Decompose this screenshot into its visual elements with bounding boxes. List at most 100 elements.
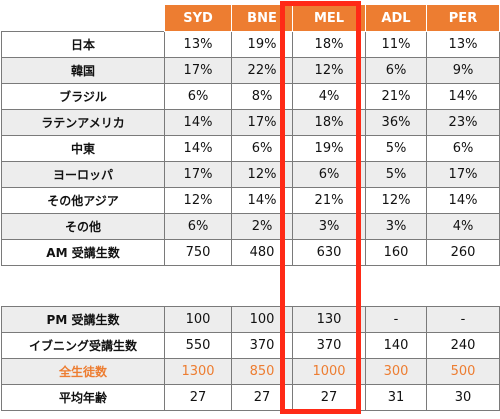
table-cell: 27 — [164, 384, 232, 411]
table-cell: 19% — [292, 135, 366, 162]
row-label: 全生徒数 — [1, 358, 165, 385]
table-cell: 240 — [426, 332, 500, 359]
row-label: AM 受講生数 — [1, 239, 165, 266]
table-cell: 12% — [292, 57, 366, 84]
table-cell: 6% — [426, 135, 500, 162]
table-cell: 17% — [164, 57, 232, 84]
table-cell: 30 — [426, 384, 500, 411]
table-cell: 9% — [426, 57, 500, 84]
table-cell: - — [365, 306, 427, 333]
table-cell: 23% — [426, 109, 500, 136]
table-cell: 4% — [426, 213, 500, 240]
table-row: PM 受講生数 100 100 130 - - — [1, 306, 500, 333]
header-cell: ADL — [365, 4, 427, 32]
row-label: 平均年齢 — [1, 384, 165, 411]
table-cell: 850 — [231, 358, 293, 385]
table-cell: 6% — [292, 161, 366, 188]
table-cell: 14% — [164, 135, 232, 162]
table-row: 日本 13% 19% 18% 11% 13% — [1, 31, 500, 58]
table-cell: 130 — [292, 306, 366, 333]
table-cell: 100 — [164, 306, 232, 333]
table-cell: 36% — [365, 109, 427, 136]
table-cell: 260 — [426, 239, 500, 266]
table-cell: 300 — [365, 358, 427, 385]
table-cell: 370 — [292, 332, 366, 359]
table-cell: 630 — [292, 239, 366, 266]
table-cell: 14% — [164, 109, 232, 136]
table-row: その他アジア 12% 14% 21% 12% 14% — [1, 187, 500, 214]
table-cell: 12% — [231, 161, 293, 188]
table-cell: 550 — [164, 332, 232, 359]
row-label: 日本 — [1, 31, 165, 58]
table-row: イブニング受講生数 550 370 370 140 240 — [1, 332, 500, 359]
row-label: その他 — [1, 213, 165, 240]
header-cell: BNE — [231, 4, 293, 32]
table-cell: 17% — [231, 109, 293, 136]
row-label: 韓国 — [1, 57, 165, 84]
table-cell: 1000 — [292, 358, 366, 385]
table-cell: 5% — [365, 135, 427, 162]
totals-table: PM 受講生数 100 100 130 - - イブニング受講生数 550 37… — [1, 306, 500, 411]
table-cell: 3% — [365, 213, 427, 240]
table-cell: 6% — [164, 83, 232, 110]
row-label: イブニング受講生数 — [1, 332, 165, 359]
table-cell: 21% — [292, 187, 366, 214]
table-cell: 160 — [365, 239, 427, 266]
header-corner — [1, 4, 165, 32]
row-label: ヨーロッパ — [1, 161, 165, 188]
table-cell: 6% — [365, 57, 427, 84]
row-label: その他アジア — [1, 187, 165, 214]
table-cell: 13% — [164, 31, 232, 58]
table-cell: 13% — [426, 31, 500, 58]
table-row: AM 受講生数 750 480 630 160 260 — [1, 239, 500, 266]
table-cell: 22% — [231, 57, 293, 84]
table-row: その他 6% 2% 3% 3% 4% — [1, 213, 500, 240]
table-cell: 17% — [426, 161, 500, 188]
table-cell: 17% — [164, 161, 232, 188]
table-cell: 14% — [426, 187, 500, 214]
table-cell: 11% — [365, 31, 427, 58]
table-cell: 14% — [426, 83, 500, 110]
table-cell: 480 — [231, 239, 293, 266]
table-cell: 21% — [365, 83, 427, 110]
table-row-total: 全生徒数 1300 850 1000 300 500 — [1, 358, 500, 385]
table-row: 中東 14% 6% 19% 5% 6% — [1, 135, 500, 162]
table-cell: 12% — [365, 187, 427, 214]
table-cell: 14% — [231, 187, 293, 214]
table-cell: 12% — [164, 187, 232, 214]
table-cell: 4% — [292, 83, 366, 110]
table-cell: 3% — [292, 213, 366, 240]
header-row: SYD BNE MEL ADL PER — [1, 4, 500, 32]
header-cell: SYD — [164, 4, 232, 32]
table-cell: 1300 — [164, 358, 232, 385]
table-cell: 2% — [231, 213, 293, 240]
table-cell: 27 — [231, 384, 293, 411]
enrollment-table: SYD BNE MEL ADL PER 日本 13% 19% 18% 11% 1… — [1, 4, 500, 266]
table-cell: 140 — [365, 332, 427, 359]
table-cell: 6% — [231, 135, 293, 162]
table-cell: 31 — [365, 384, 427, 411]
table-cell: 19% — [231, 31, 293, 58]
header-cell: MEL — [292, 4, 366, 32]
table-cell: 500 — [426, 358, 500, 385]
row-label: PM 受講生数 — [1, 306, 165, 333]
table-row: 韓国 17% 22% 12% 6% 9% — [1, 57, 500, 84]
table-cell: 27 — [292, 384, 366, 411]
table-cell: 100 — [231, 306, 293, 333]
table-row: ブラジル 6% 8% 4% 21% 14% — [1, 83, 500, 110]
table-cell: 750 — [164, 239, 232, 266]
row-label: 中東 — [1, 135, 165, 162]
table-cell: 6% — [164, 213, 232, 240]
table-cell: 18% — [292, 31, 366, 58]
header-cell: PER — [426, 4, 500, 32]
table-row: 平均年齢 27 27 27 31 30 — [1, 384, 500, 411]
table-cell: 18% — [292, 109, 366, 136]
row-label: ラテンアメリカ — [1, 109, 165, 136]
table-row: ラテンアメリカ 14% 17% 18% 36% 23% — [1, 109, 500, 136]
table-cell: - — [426, 306, 500, 333]
table-cell: 370 — [231, 332, 293, 359]
row-label: ブラジル — [1, 83, 165, 110]
table-cell: 8% — [231, 83, 293, 110]
table-row: ヨーロッパ 17% 12% 6% 5% 17% — [1, 161, 500, 188]
table-cell: 5% — [365, 161, 427, 188]
